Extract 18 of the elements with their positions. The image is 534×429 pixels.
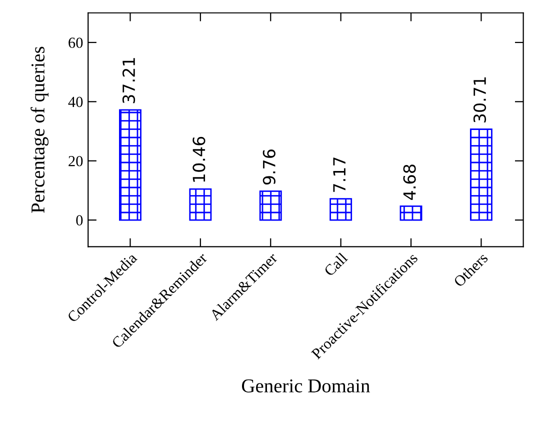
data-label: 30.71: [473, 77, 486, 122]
data-label: 37.21: [122, 58, 136, 104]
bar: [259, 190, 282, 221]
data-label: 4.68: [403, 164, 416, 200]
data-label: 9.76: [262, 150, 276, 185]
bar: [470, 128, 492, 221]
y-tick-label: 20: [68, 156, 83, 166]
bar: [330, 198, 352, 221]
bar: [189, 188, 212, 221]
x-axis-title: Generic Domain: [242, 379, 370, 392]
data-label: 10.46: [192, 136, 206, 182]
bar: [119, 109, 142, 221]
bar: [400, 205, 422, 221]
data-label: 7.17: [333, 158, 346, 192]
y-axis-title: Percentage of queries: [30, 46, 49, 213]
y-tick-label: 0: [76, 215, 83, 226]
y-tick-label: 60: [68, 38, 83, 48]
y-tick-label: 40: [68, 96, 83, 108]
